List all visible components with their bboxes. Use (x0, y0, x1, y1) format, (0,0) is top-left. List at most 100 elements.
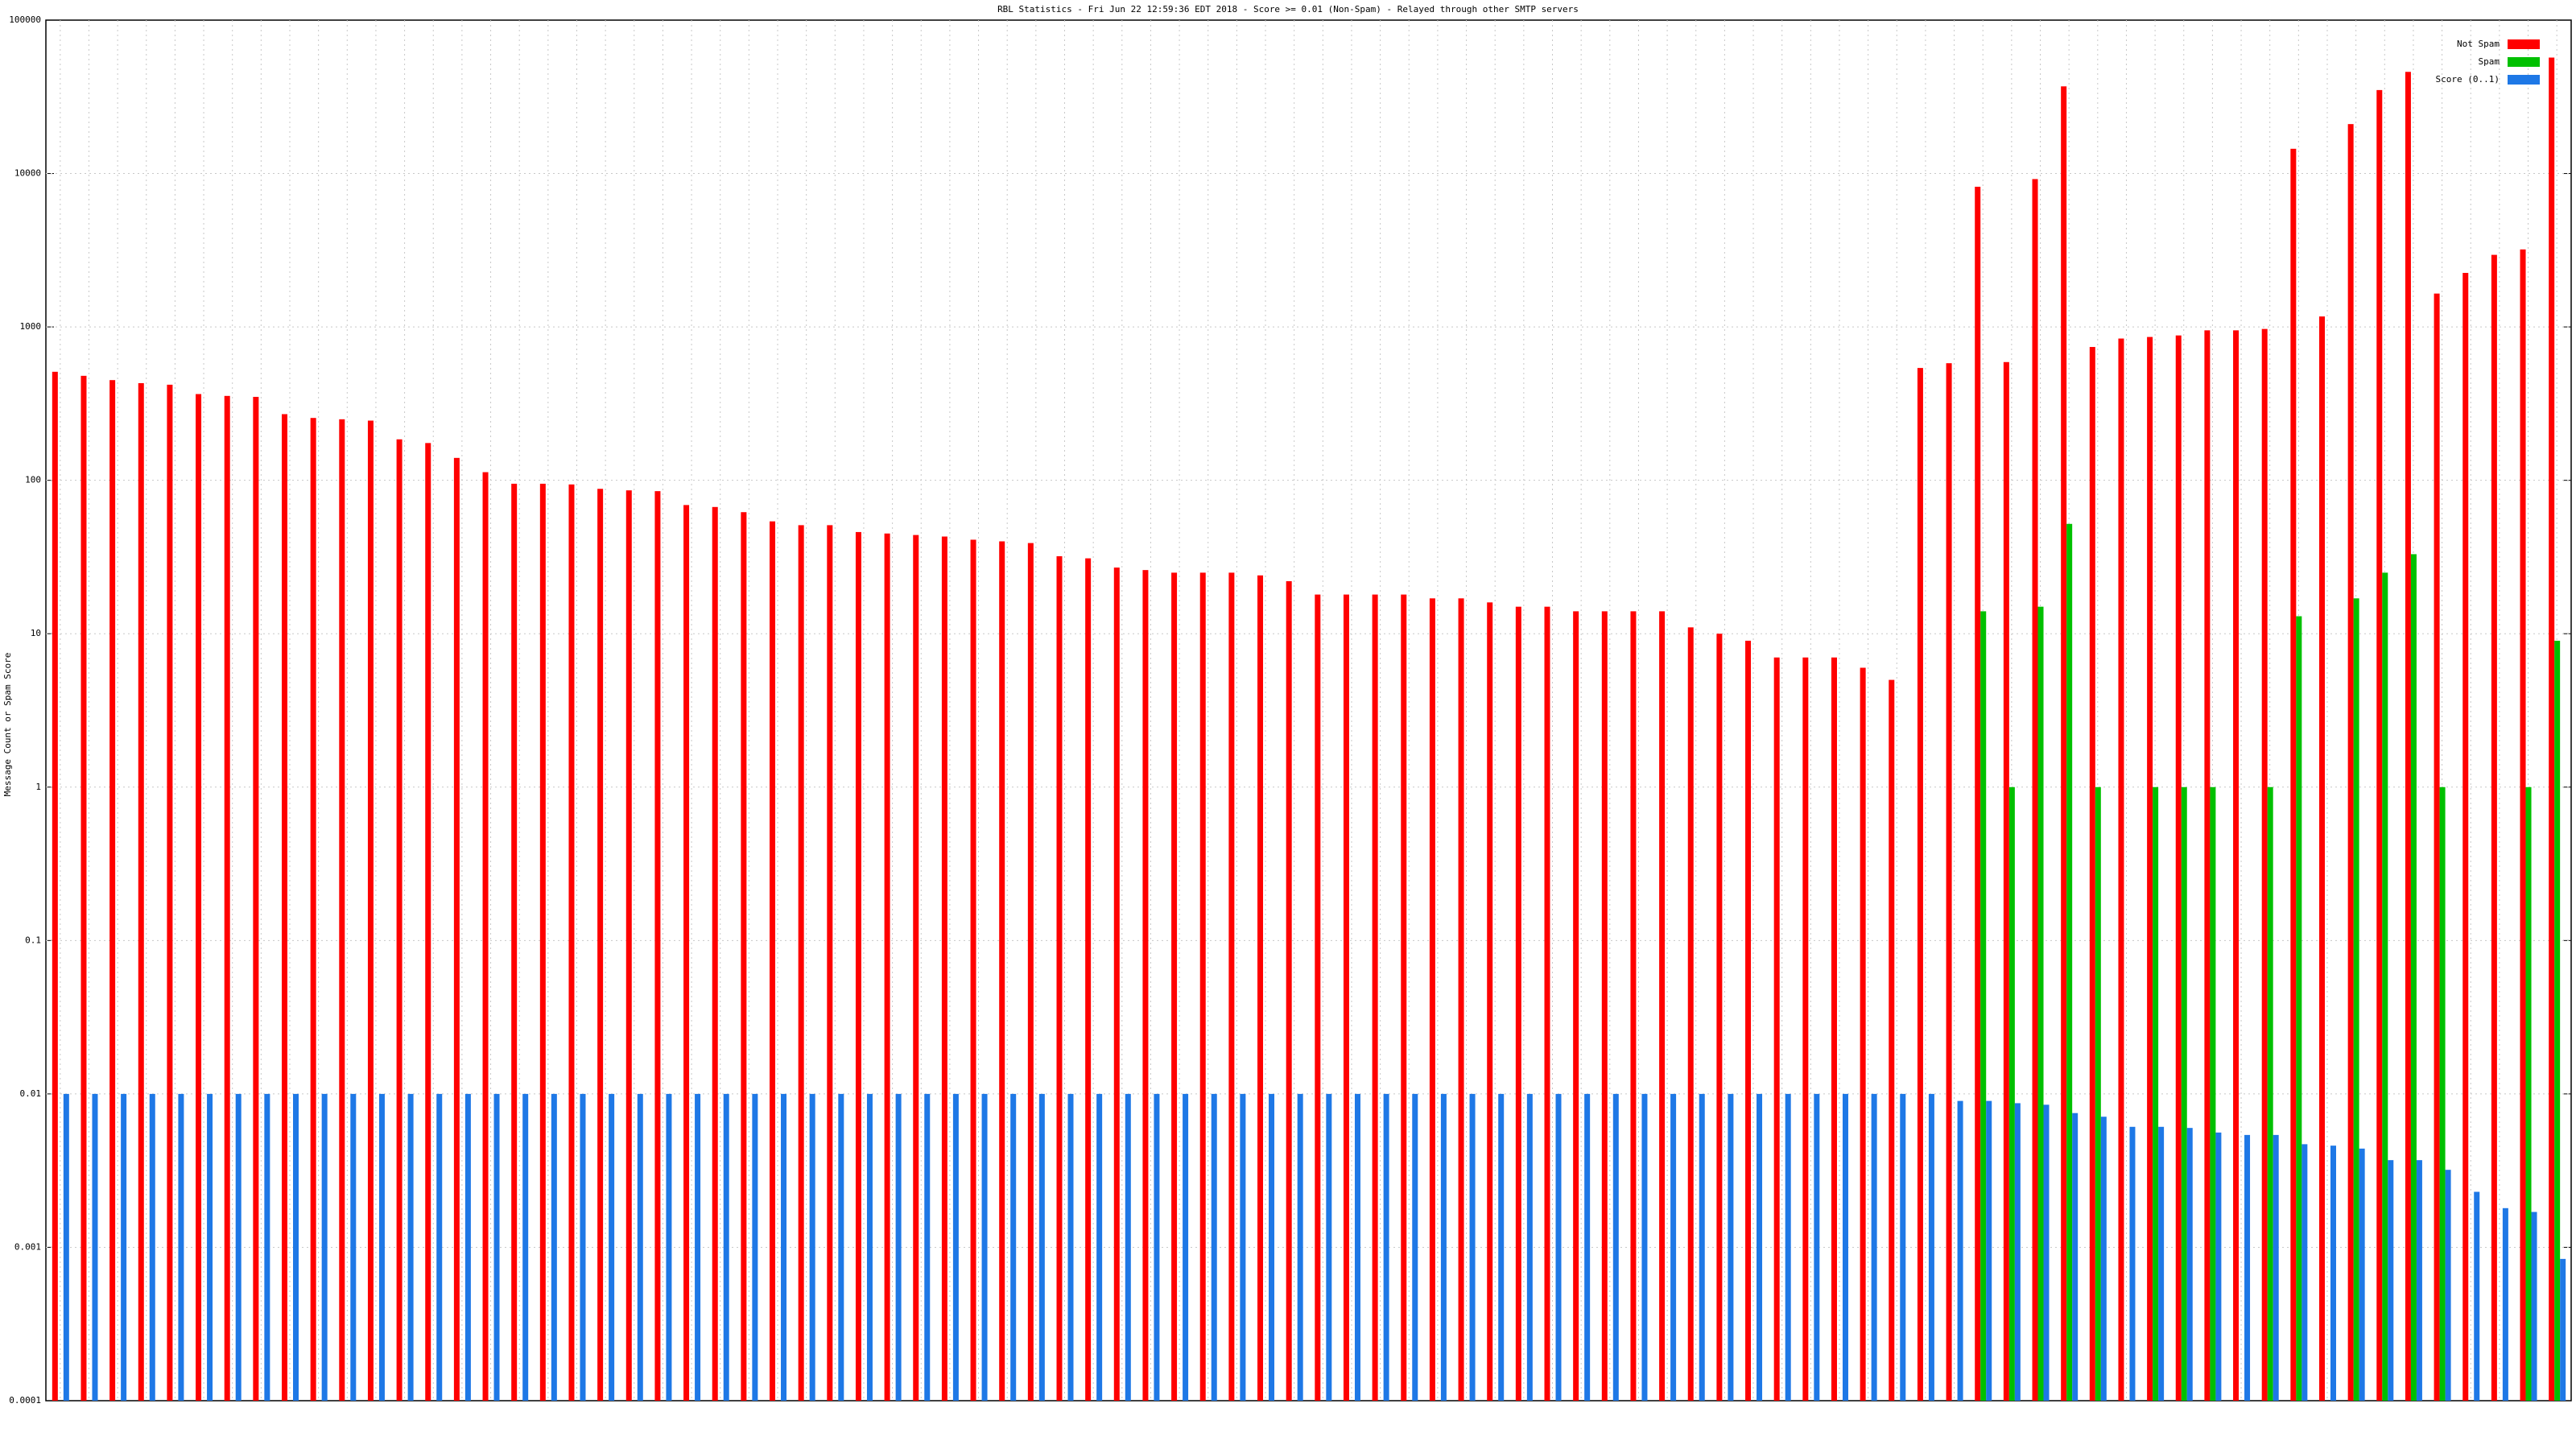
y-axis-label: Message Count or Spam Score (2, 653, 13, 797)
y-tick-label: 10 (31, 628, 41, 638)
bar (310, 418, 316, 1401)
bar (838, 1093, 844, 1401)
bar (1067, 1093, 1074, 1401)
bar (1315, 594, 1321, 1401)
bar (235, 1093, 242, 1401)
bar (551, 1093, 557, 1401)
bar (350, 1093, 357, 1401)
bar (1183, 1093, 1189, 1401)
bar (654, 491, 661, 1402)
y-tick-label: 1 (35, 782, 41, 792)
bar (2376, 89, 2383, 1401)
bar (1171, 572, 1178, 1401)
bar (378, 1093, 385, 1401)
bar (207, 1093, 213, 1401)
bar (895, 1093, 902, 1401)
bar (2008, 786, 2015, 1401)
bar (1728, 1093, 1734, 1401)
bar (167, 384, 173, 1401)
bar (2043, 1104, 2050, 1401)
bar (1860, 667, 1866, 1401)
bar (1584, 1093, 1591, 1401)
bar (178, 1093, 184, 1401)
y-tick-label: 100000 (9, 14, 41, 25)
y-tick-label: 0.001 (14, 1241, 41, 1252)
bar (138, 382, 144, 1402)
bar (1429, 598, 1435, 1401)
bar (1343, 594, 1349, 1401)
bar (723, 1093, 729, 1401)
bar (1412, 1093, 1418, 1401)
bar (1297, 1093, 1303, 1401)
bar (2032, 179, 2038, 1401)
bar (482, 472, 489, 1401)
bar (436, 1093, 443, 1401)
bar (1458, 598, 1464, 1401)
bar (2353, 598, 2359, 1401)
bar (1814, 1093, 1820, 1401)
bar (2089, 347, 2095, 1401)
bar (1757, 1093, 1763, 1401)
bar (539, 483, 546, 1401)
bar (2072, 1113, 2079, 1401)
bar (2405, 72, 2411, 1401)
bar (2560, 1258, 2566, 1401)
legend-label: Not Spam (2457, 39, 2500, 49)
y-tick-label: 10000 (14, 168, 41, 179)
bar (80, 375, 87, 1402)
bar (253, 396, 259, 1402)
bar (1630, 611, 1637, 1401)
bar (666, 1093, 672, 1401)
bar (2462, 273, 2469, 1402)
y-tick-label: 0.1 (25, 935, 41, 945)
bar (2129, 1126, 2136, 1401)
bar (2061, 86, 2067, 1401)
bar (1659, 611, 1666, 1401)
chart-title: RBL Statistics - Fri Jun 22 12:59:36 EDT… (997, 4, 1579, 14)
bar (149, 1093, 155, 1401)
bar (1555, 1093, 1562, 1401)
bar (1096, 1093, 1103, 1401)
bar (1526, 1093, 1533, 1401)
bar (2175, 335, 2182, 1402)
bar (2003, 361, 2009, 1402)
bar (712, 506, 718, 1401)
bar (1842, 1093, 1848, 1401)
bar (63, 1093, 69, 1401)
bar (1401, 594, 1407, 1401)
bar (1269, 1093, 1275, 1401)
bar (1773, 657, 1780, 1401)
bar (1699, 1093, 1705, 1401)
bar (2554, 640, 2561, 1401)
bar (1240, 1093, 1246, 1401)
bar (1125, 1093, 1131, 1401)
bar (1900, 1093, 1906, 1401)
bar (1085, 558, 1092, 1401)
bar (941, 536, 947, 1402)
bar (683, 505, 690, 1401)
bar (580, 1093, 586, 1401)
bar (1544, 606, 1550, 1401)
bar (2549, 57, 2555, 1401)
bar (1928, 1093, 1934, 1401)
bar (1142, 570, 1149, 1401)
bar (1440, 1093, 1447, 1401)
bar (2502, 1208, 2508, 1401)
bar (367, 420, 374, 1401)
bar (1716, 634, 1723, 1401)
bar (1831, 657, 1837, 1401)
bar (52, 371, 58, 1402)
bar (2100, 1117, 2107, 1401)
bar (1980, 611, 1987, 1401)
bar (855, 531, 861, 1401)
bar (2531, 1212, 2537, 1401)
legend-swatch (2508, 39, 2540, 49)
bar (1871, 1093, 1877, 1401)
bar (1612, 1093, 1619, 1401)
bar (1917, 368, 1923, 1401)
bar (1975, 186, 1981, 1402)
bar (884, 533, 890, 1401)
bar (866, 1093, 873, 1401)
